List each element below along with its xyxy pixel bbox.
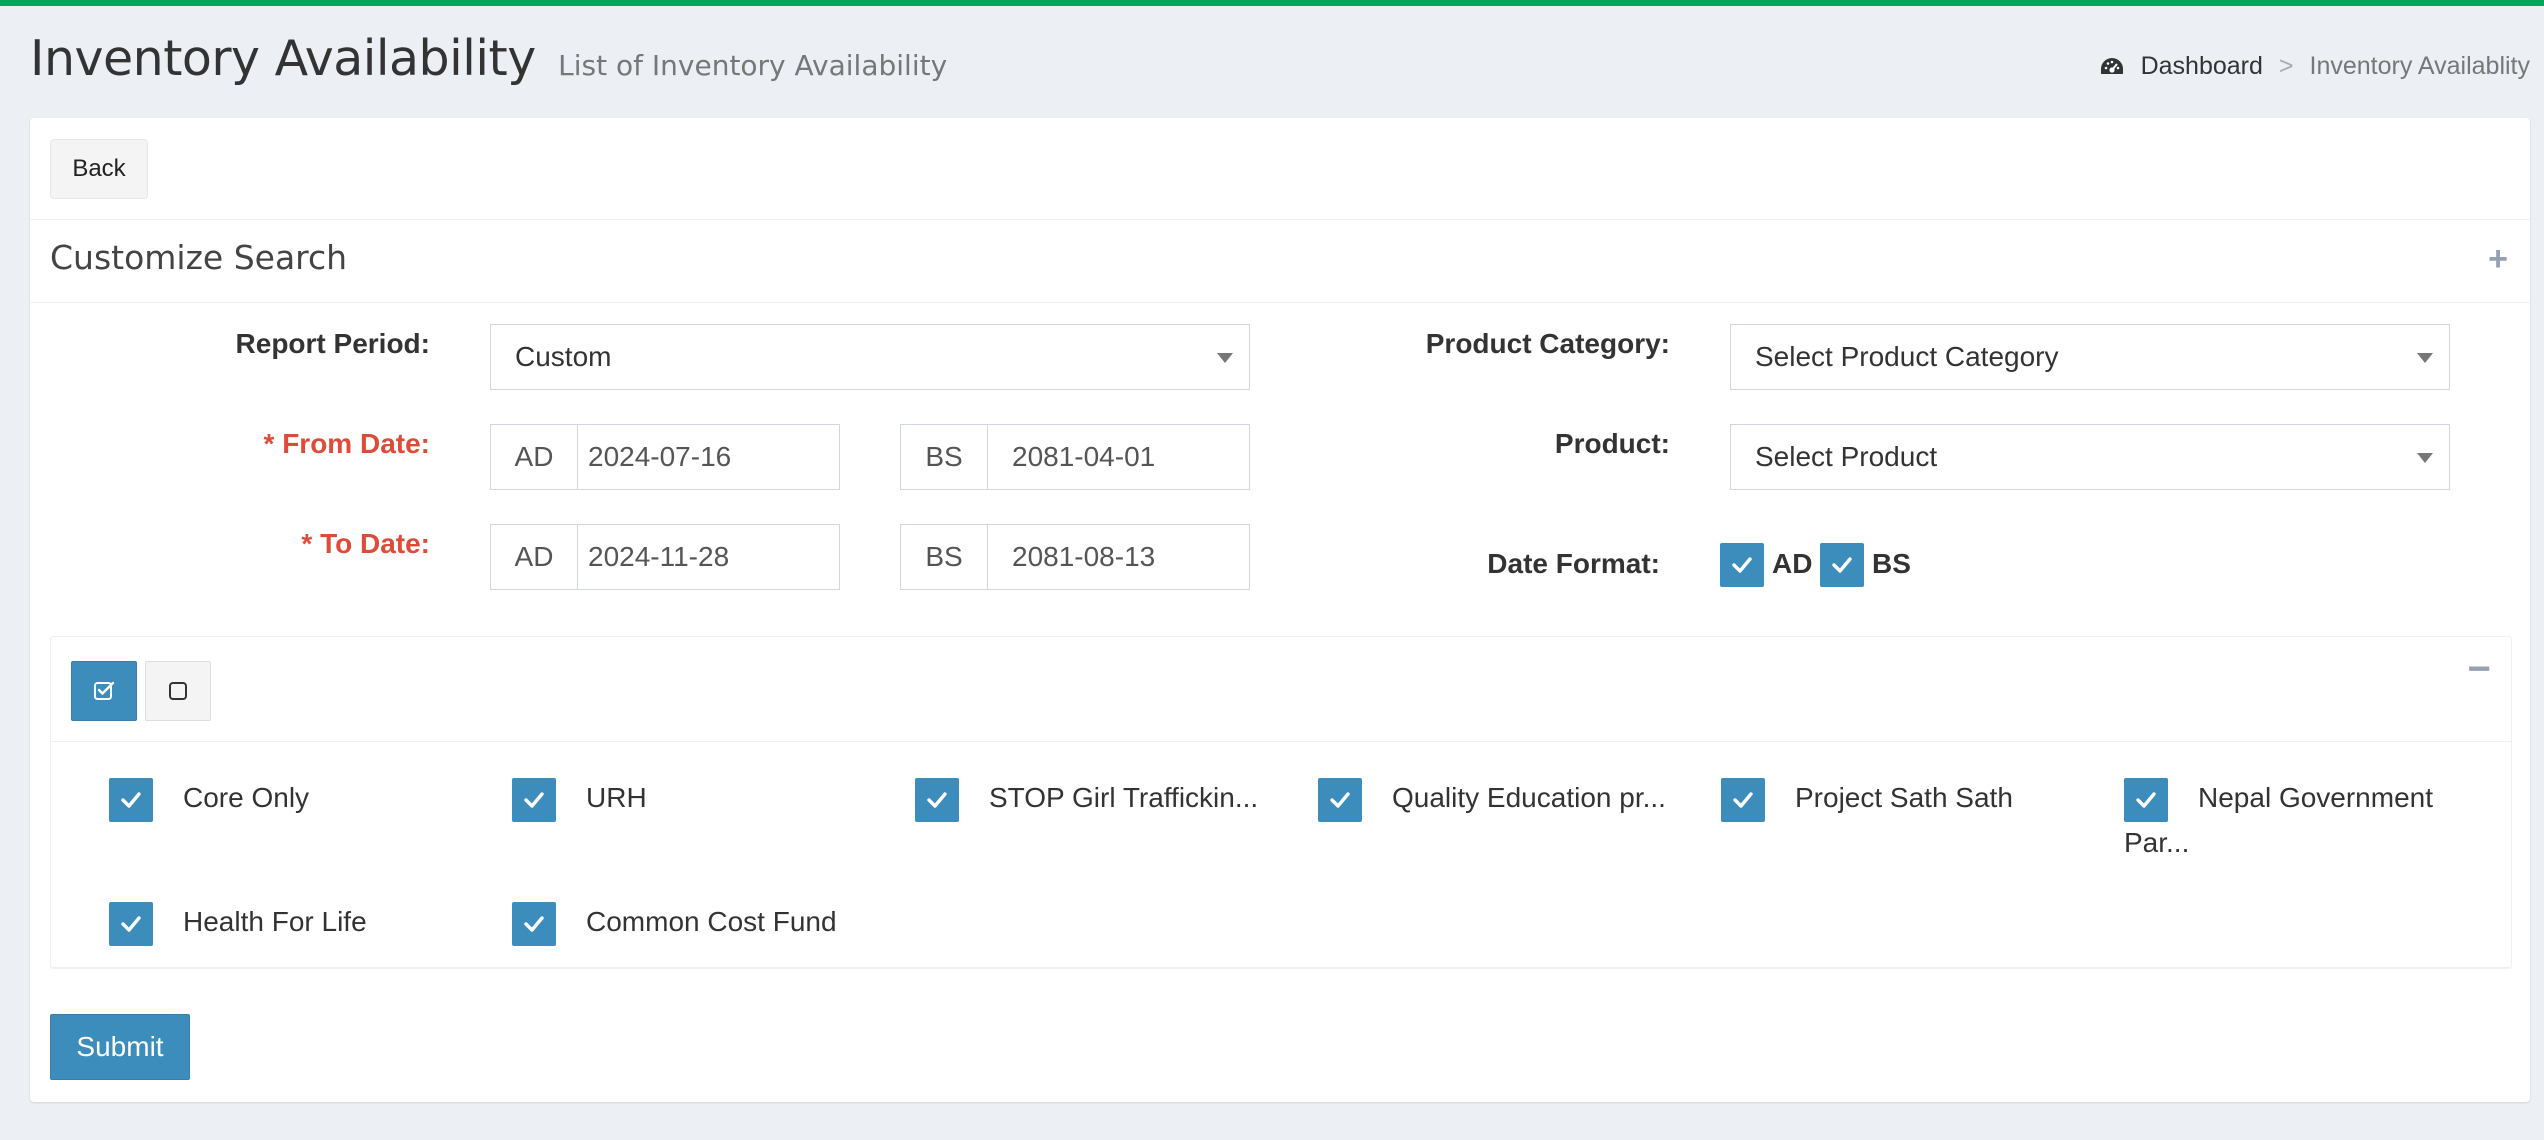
plus-icon[interactable]: + — [2488, 240, 2508, 278]
page-subtitle: List of Inventory Availability — [558, 49, 948, 82]
project-label: Nepal Government Par... — [2124, 782, 2434, 858]
check-all-button[interactable] — [71, 661, 137, 721]
breadcrumb-dashboard-link[interactable]: Dashboard — [2140, 52, 2263, 80]
back-button[interactable]: Back — [50, 139, 148, 199]
date-format-bs-checkbox[interactable] — [1820, 543, 1864, 587]
project-label: Health For Life — [183, 906, 367, 937]
projects-panel: − Core Only URH STOP Girl Traffickin... … — [50, 636, 2512, 968]
chevron-down-icon — [1217, 353, 1233, 363]
check-icon — [1832, 557, 1852, 573]
square-icon — [169, 682, 187, 700]
project-checkbox[interactable] — [109, 777, 153, 822]
report-period-label: Report Period: — [235, 328, 430, 359]
main-panel: Back Customize Search + Report Period: *… — [30, 118, 2530, 1102]
project-label: URH — [586, 782, 647, 813]
from-date-bs-input[interactable]: 2081-04-01 — [1012, 441, 1156, 472]
project-checkbox[interactable] — [915, 777, 959, 822]
top-accent-bar — [0, 0, 2544, 6]
check-square-icon — [94, 681, 115, 700]
to-date-ad-input[interactable]: 2024-11-28 — [588, 541, 730, 572]
divider — [30, 302, 2530, 303]
project-label: Project Sath Sath — [1795, 782, 2013, 813]
project-label: Common Cost Fund — [586, 906, 837, 937]
customize-search-title: Customize Search — [50, 238, 348, 277]
to-date-label: * To Date: — [301, 528, 430, 559]
project-checkbox[interactable] — [512, 901, 556, 946]
chevron-down-icon — [2417, 453, 2433, 463]
from-date-label: * From Date: — [263, 428, 430, 459]
check-icon — [524, 915, 544, 932]
product-category-label: Product Category: — [1425, 328, 1670, 359]
divider — [51, 741, 2511, 742]
product-value: Select Product — [1755, 441, 1938, 472]
project-label: STOP Girl Traffickin... — [989, 782, 1259, 813]
date-format-ad-label: AD — [1772, 548, 1813, 579]
check-icon — [1733, 791, 1753, 808]
project-checkbox[interactable] — [1721, 777, 1765, 822]
to-date-ad-group: AD 2024-11-28 — [490, 524, 840, 590]
date-format-label: Date Format: — [1487, 548, 1660, 579]
chevron-down-icon — [2417, 353, 2433, 363]
from-date-bs-addon: BS — [901, 425, 988, 489]
product-select[interactable]: Select Product — [1730, 424, 2450, 490]
page-header: Inventory Availability List of Inventory… — [30, 30, 947, 100]
check-icon — [1330, 791, 1350, 808]
submit-button[interactable]: Submit — [50, 1014, 190, 1080]
check-icon — [927, 791, 947, 808]
project-checkbox[interactable] — [512, 777, 556, 822]
from-date-ad-group: AD 2024-07-16 — [490, 424, 840, 490]
to-date-bs-group: BS 2081-08-13 — [900, 524, 1250, 590]
product-category-value: Select Product Category — [1755, 341, 2059, 372]
divider — [30, 219, 2530, 220]
from-date-ad-input[interactable]: 2024-07-16 — [588, 441, 732, 472]
report-period-select[interactable]: Custom — [490, 324, 1250, 390]
dashboard-icon — [2100, 57, 2123, 74]
date-format-ad-checkbox[interactable] — [1720, 543, 1764, 587]
check-icon — [121, 915, 141, 932]
product-label: Product: — [1554, 428, 1670, 459]
report-period-value: Custom — [515, 341, 612, 372]
from-date-ad-addon: AD — [491, 425, 578, 489]
project-item[interactable]: Core Only — [109, 777, 309, 822]
project-item[interactable]: Common Cost Fund — [512, 901, 837, 946]
breadcrumb-separator: > — [2278, 52, 2294, 80]
from-date-bs-group: BS 2081-04-01 — [900, 424, 1250, 490]
project-item[interactable]: Project Sath Sath — [1721, 777, 2013, 822]
check-icon — [1732, 557, 1752, 573]
project-label: Core Only — [183, 782, 310, 813]
breadcrumb: Dashboard > Inventory Availablity — [2099, 52, 2530, 81]
project-item[interactable]: URH — [512, 777, 647, 822]
project-item[interactable]: Quality Education pr... — [1318, 777, 1666, 822]
project-checkbox[interactable] — [1318, 777, 1362, 822]
project-checkbox[interactable] — [109, 901, 153, 946]
page-title: Inventory Availability — [30, 30, 536, 87]
project-label: Quality Education pr... — [1392, 782, 1666, 813]
product-category-select[interactable]: Select Product Category — [1730, 324, 2450, 390]
uncheck-all-button[interactable] — [145, 661, 211, 721]
breadcrumb-current: Inventory Availablity — [2309, 52, 2531, 80]
check-icon — [524, 791, 544, 808]
project-checkbox[interactable] — [2124, 777, 2168, 822]
to-date-bs-addon: BS — [901, 525, 988, 589]
check-icon — [121, 791, 141, 808]
date-format-bs-label: BS — [1872, 548, 1911, 579]
to-date-bs-input[interactable]: 2081-08-13 — [1012, 541, 1156, 572]
to-date-ad-addon: AD — [491, 525, 578, 589]
minus-icon[interactable]: − — [2467, 647, 2491, 691]
check-icon — [2136, 791, 2156, 808]
project-item[interactable]: Health For Life — [109, 901, 367, 946]
project-item[interactable]: Nepal Government Par... — [2124, 777, 2464, 864]
project-item[interactable]: STOP Girl Traffickin... — [915, 777, 1258, 822]
